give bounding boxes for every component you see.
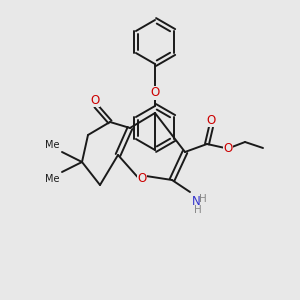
Text: O: O <box>150 86 160 100</box>
Text: H: H <box>194 205 202 215</box>
Text: Me: Me <box>44 140 59 150</box>
Text: O: O <box>224 142 232 154</box>
Text: Me: Me <box>44 174 59 184</box>
Text: N: N <box>192 195 201 208</box>
Text: H: H <box>199 194 207 204</box>
Text: O: O <box>137 172 147 184</box>
Text: O: O <box>206 113 216 127</box>
Text: O: O <box>90 94 100 106</box>
